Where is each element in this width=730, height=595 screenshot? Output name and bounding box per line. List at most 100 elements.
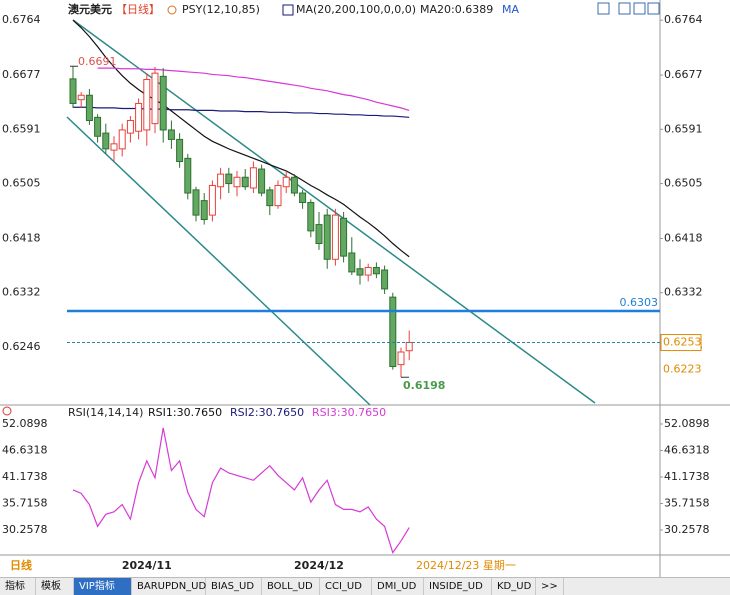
trend-line	[66, 116, 371, 406]
candle-body	[249, 167, 257, 189]
candle-body	[364, 266, 372, 276]
last-price-box	[660, 334, 702, 352]
candle-body	[356, 268, 364, 276]
tab[interactable]: KD_UD	[492, 578, 536, 595]
candle-body	[151, 72, 159, 125]
y-tick-label: 0.6418	[664, 231, 703, 244]
candle-body	[200, 200, 208, 221]
y-tick-label: 0.6764	[2, 13, 41, 26]
marks	[67, 19, 660, 554]
legend-entry: RSI2:30.7650	[230, 406, 304, 419]
tab[interactable]: VIP指标	[74, 578, 132, 595]
tab[interactable]: DMI_UD	[372, 578, 424, 595]
toolbar-icon[interactable]	[597, 2, 610, 15]
period-label: 日线	[10, 558, 32, 572]
y-tick-label: 46.6318	[664, 443, 710, 456]
y-tick-label: 0.6332	[664, 286, 703, 299]
chart: 澳元美元 【日线】 PSY(12,10,85) MA(20,200,100,0,…	[0, 0, 730, 577]
ma-tag: MA	[502, 3, 519, 16]
min-label: 0.6198	[403, 379, 445, 392]
candle-body	[110, 143, 118, 151]
candle-body	[405, 342, 413, 352]
y-tick-label: 52.0898	[2, 417, 48, 430]
y-tick-label: 41.1738	[664, 470, 710, 483]
icon	[2, 406, 12, 416]
ma-value: MA20:0.6389	[420, 3, 493, 16]
tab[interactable]: 模板	[36, 578, 74, 595]
candle-body	[266, 189, 274, 207]
candle-body	[290, 176, 298, 194]
candle-body	[94, 116, 102, 137]
tab[interactable]: BARUPDN_UD	[132, 578, 206, 595]
tab[interactable]: 指标	[0, 578, 36, 595]
symbol: 澳元美元	[68, 2, 112, 16]
tab[interactable]: INSIDE_UD	[424, 578, 492, 595]
x-tick-label: 2024/12	[294, 559, 344, 572]
line	[97, 67, 410, 111]
candle-body	[192, 189, 200, 216]
candle-body	[389, 296, 397, 368]
legend-entry: RSI3:30.7650	[312, 406, 386, 419]
candle-body	[372, 266, 380, 275]
candle-body	[315, 224, 323, 245]
candle-body	[217, 173, 225, 188]
y-tick-label: 0.6418	[2, 231, 41, 244]
line	[73, 106, 410, 118]
candle-body	[126, 119, 134, 134]
max-label: 0.6691	[78, 55, 117, 68]
candle-body	[69, 78, 77, 104]
toolbar-icon[interactable]	[647, 2, 660, 15]
candle-body	[258, 168, 266, 194]
candle-body	[102, 132, 110, 150]
y-tick-label: 41.1738	[2, 470, 48, 483]
candle-body	[274, 184, 282, 207]
period: 【日线】	[116, 2, 160, 16]
y-tick-label: 0.6505	[664, 177, 703, 190]
candle-body	[323, 214, 331, 260]
candle-body	[348, 252, 356, 273]
y-tick-label: 0.6764	[664, 13, 703, 26]
x-tick-label: 2024/11	[122, 559, 172, 572]
candle-body	[307, 202, 315, 232]
icon	[167, 5, 177, 15]
indicator: PSY(12,10,85)	[182, 3, 260, 16]
cursor-date: 2024/12/23 星期一	[416, 559, 516, 572]
tab[interactable]: CCI_UD	[320, 578, 372, 595]
y-tick-label: 35.7158	[2, 496, 48, 509]
candle-body	[135, 102, 143, 132]
y-tick-label: 0.6591	[664, 122, 703, 135]
tab[interactable]: BOLL_UD	[262, 578, 320, 595]
tab-bar: 指标 模板 VIP指标 BARUPDN_UD BIAS_UD BOLL_UD CCI_UD D…	[0, 577, 730, 595]
toolbar-icon[interactable]	[618, 2, 631, 15]
candle-body	[208, 184, 216, 216]
candle-body	[233, 176, 241, 188]
candle-body	[241, 176, 249, 188]
line	[72, 19, 410, 258]
y-tick-label: 0.6591	[2, 122, 41, 135]
y-tick-label: 0.6677	[2, 68, 41, 81]
ask-price-label: 0.6223	[663, 363, 702, 376]
y-tick-label: 0.6246	[2, 340, 41, 353]
last-price-label: 0.6253	[663, 336, 702, 349]
candle-body	[159, 75, 167, 131]
tab[interactable]: BIAS_UD	[206, 578, 262, 595]
candle-body	[282, 176, 290, 188]
y-tick-label: 30.2578	[2, 523, 48, 536]
candle-body	[299, 192, 307, 204]
toolbar-icon[interactable]	[633, 2, 646, 15]
candle-body	[143, 78, 151, 131]
candle-body	[118, 129, 126, 150]
y-tick-label: 35.7158	[664, 496, 710, 509]
candle-body	[85, 94, 93, 121]
candle-body	[340, 217, 348, 257]
y-tick-label: 0.6332	[2, 286, 41, 299]
price-line-label: 0.6303	[620, 296, 659, 309]
tab[interactable]: >>	[536, 578, 564, 595]
line	[72, 427, 410, 554]
y-tick-label: 0.6505	[2, 177, 41, 190]
ma-params: MA(20,200,100,0,0,0)	[296, 3, 416, 16]
candle-body	[397, 351, 405, 366]
y-tick-label: 46.6318	[2, 443, 48, 456]
candle-body	[331, 214, 339, 260]
